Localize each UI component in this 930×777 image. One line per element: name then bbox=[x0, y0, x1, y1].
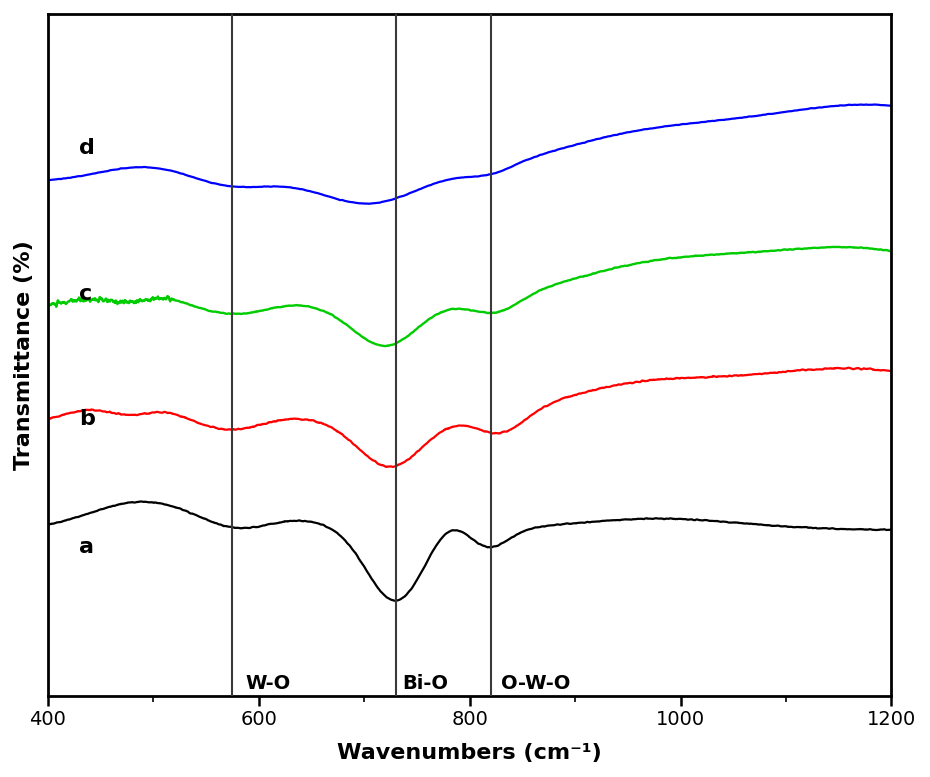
Text: d: d bbox=[79, 138, 95, 158]
Text: O-W-O: O-W-O bbox=[501, 674, 571, 693]
Text: b: b bbox=[79, 409, 95, 430]
Text: a: a bbox=[79, 537, 95, 557]
Text: c: c bbox=[79, 284, 93, 305]
Y-axis label: Transmittance (%): Transmittance (%) bbox=[14, 240, 33, 469]
Text: W-O: W-O bbox=[245, 674, 290, 693]
Text: Bi-O: Bi-O bbox=[402, 674, 448, 693]
X-axis label: Wavenumbers (cm⁻¹): Wavenumbers (cm⁻¹) bbox=[338, 743, 602, 763]
